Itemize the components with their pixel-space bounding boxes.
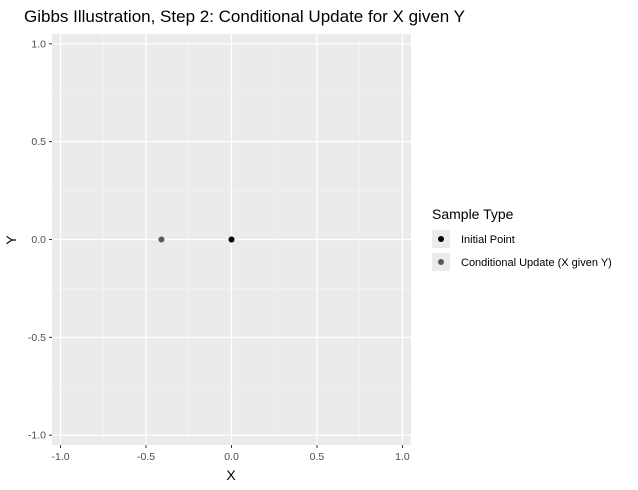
x-tick-label: -1.0 xyxy=(52,451,70,463)
x-axis: -1.0 -0.5 0.0 0.5 1.0 xyxy=(52,445,410,463)
legend-entry-label: Initial Point xyxy=(461,234,515,246)
y-axis-label: Y xyxy=(3,235,19,245)
x-axis-label: X xyxy=(226,467,236,483)
y-axis: -1.0 -0.5 0.0 0.5 1.0 xyxy=(28,38,52,442)
legend-key-dot xyxy=(438,259,444,265)
plot-panel xyxy=(52,34,411,445)
x-tick-label: 1.0 xyxy=(395,451,410,463)
legend-entry-label: Conditional Update (X given Y) xyxy=(461,257,612,269)
chart-title: Gibbs Illustration, Step 2: Conditional … xyxy=(24,7,465,26)
y-tick-label: -0.5 xyxy=(28,332,46,344)
y-tick-label: -1.0 xyxy=(28,430,46,442)
legend-key-dot xyxy=(438,236,444,242)
x-tick-label: -0.5 xyxy=(137,451,155,463)
legend-title: Sample Type xyxy=(432,206,514,222)
y-tick-label: 0.5 xyxy=(31,136,46,148)
y-tick-label: 1.0 xyxy=(31,38,46,50)
x-tick-label: 0.0 xyxy=(224,451,239,463)
legend: Sample Type Initial Point Conditional Upd… xyxy=(432,206,612,271)
y-tick-label: 0.0 xyxy=(31,234,46,246)
conditional-update-point xyxy=(158,236,165,243)
data-points xyxy=(158,236,235,243)
initial-point xyxy=(228,236,235,243)
x-tick-label: 0.5 xyxy=(310,451,325,463)
